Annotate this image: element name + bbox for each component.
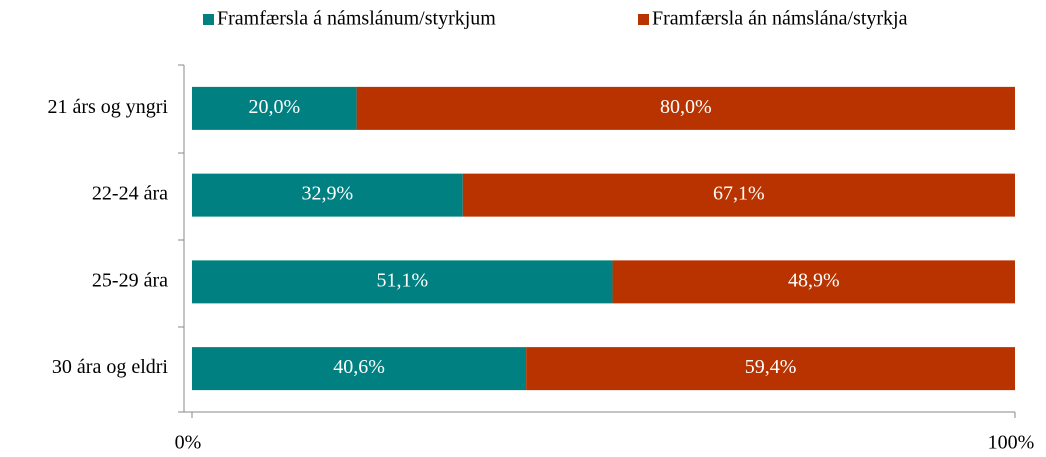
data-label: 48,9% — [788, 269, 840, 291]
bar-segment — [192, 86, 357, 130]
legend-swatch — [638, 14, 649, 25]
y-tick-label: 30 ára og eldri — [52, 356, 169, 378]
x-tick-label: 100% — [988, 432, 1035, 454]
legend-label: Framfærsla án námslána/styrkja — [652, 8, 908, 30]
bar-segment — [612, 260, 1015, 304]
bar-segment — [462, 173, 1016, 217]
data-label: 32,9% — [302, 183, 354, 205]
bar-segment — [356, 86, 1016, 130]
data-label: 40,6% — [333, 356, 385, 378]
data-label: 20,0% — [248, 96, 300, 118]
legend-label: Framfærsla á námslánum/styrkjum — [217, 8, 496, 30]
data-label: 59,4% — [745, 356, 797, 378]
bar-segment — [192, 347, 527, 391]
y-tick-label: 25-29 ára — [92, 269, 168, 291]
data-label: 51,1% — [376, 269, 428, 291]
data-label: 67,1% — [713, 183, 765, 205]
bar-segment — [526, 347, 1015, 391]
data-label: 80,0% — [660, 96, 712, 118]
bar-segment — [192, 173, 463, 217]
y-tick-label: 21 árs og yngri — [47, 96, 168, 118]
x-tick-label: 0% — [175, 432, 202, 454]
legend-swatch — [203, 14, 214, 25]
bar-segment — [192, 260, 613, 304]
y-tick-label: 22-24 ára — [92, 183, 168, 205]
